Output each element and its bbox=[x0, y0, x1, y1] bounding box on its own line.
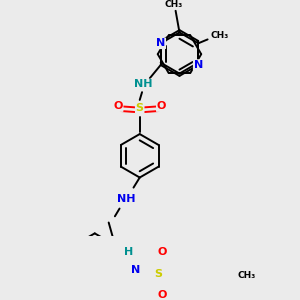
Text: O: O bbox=[113, 101, 123, 111]
Text: NH: NH bbox=[134, 80, 153, 89]
Text: O: O bbox=[158, 290, 167, 300]
Text: CH₃: CH₃ bbox=[164, 0, 182, 9]
Text: NH: NH bbox=[116, 194, 135, 204]
Text: N: N bbox=[156, 38, 165, 48]
Text: N: N bbox=[194, 60, 203, 70]
Text: CH₃: CH₃ bbox=[238, 271, 256, 280]
Text: O: O bbox=[158, 247, 167, 257]
Text: S: S bbox=[154, 269, 163, 279]
Text: S: S bbox=[136, 103, 144, 113]
Text: CH₃: CH₃ bbox=[211, 31, 229, 40]
Text: H: H bbox=[124, 247, 134, 257]
Text: O: O bbox=[157, 101, 166, 111]
Text: N: N bbox=[130, 265, 140, 275]
